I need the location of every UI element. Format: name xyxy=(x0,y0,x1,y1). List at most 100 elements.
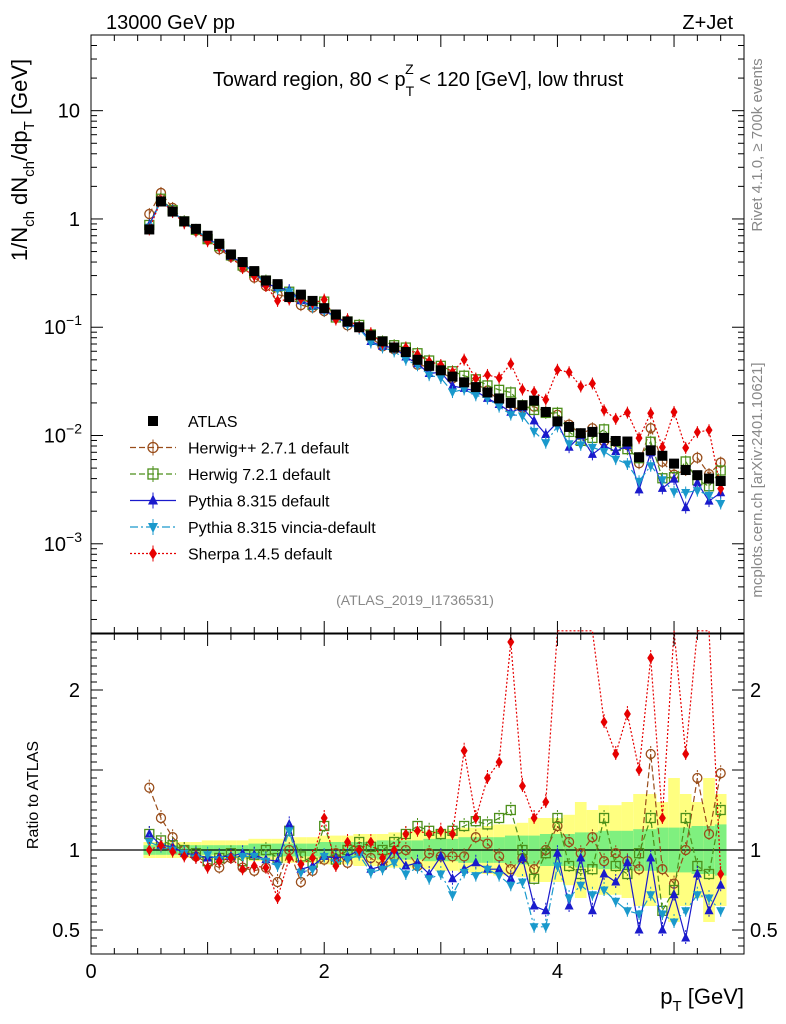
mc-point-ratio xyxy=(669,918,679,928)
mc-point-main xyxy=(622,460,632,470)
mc-point-ratio xyxy=(378,865,388,875)
mc-point-ratio xyxy=(633,864,645,875)
main-axis-ticks xyxy=(90,34,745,633)
ylabel-part-1: 1/N xyxy=(7,227,32,261)
mc-point-main xyxy=(401,356,411,366)
mc-point-ratio xyxy=(542,796,550,808)
mc-point-ratio xyxy=(680,844,691,856)
mc-point-ratio xyxy=(599,886,609,896)
y-tick-label: 10−3 xyxy=(44,529,82,556)
mc-point-ratio xyxy=(483,772,491,784)
ratio-tick-label-right: 1 xyxy=(750,840,761,862)
mc-point-ratio xyxy=(552,812,563,824)
mc-point-ratio xyxy=(622,857,632,867)
mc-point-main xyxy=(669,473,679,483)
y-tick-label: 10−1 xyxy=(44,312,82,339)
legend-label: Pythia 8.315 default xyxy=(188,494,330,511)
mc-point-ratio xyxy=(448,828,456,840)
mc-point-main xyxy=(645,423,656,434)
mc-point-main xyxy=(634,484,644,494)
mc-point-ratio xyxy=(390,844,398,856)
mc-point-ratio xyxy=(472,812,480,824)
x-axis-label: pT [GeV] xyxy=(660,984,744,1015)
mc-point-main xyxy=(424,371,434,381)
data-point xyxy=(575,428,586,439)
data-point xyxy=(167,206,178,217)
mc-point-ratio xyxy=(610,860,621,872)
mc-point-ratio xyxy=(414,825,421,837)
ylabel-part-3: /dp xyxy=(7,130,32,161)
mc-point-ratio xyxy=(646,852,656,862)
mc-point-ratio xyxy=(155,812,167,824)
y-tick-label: 10−2 xyxy=(44,421,82,448)
mc-point-ratio xyxy=(528,873,540,884)
mc-point-ratio xyxy=(669,889,679,899)
mc-point-ratio xyxy=(587,832,598,843)
mc-point-ratio xyxy=(215,855,223,867)
data-point xyxy=(284,292,295,303)
ratio-panel: 2 2 1 1 0.5 0.5 Ratio to ATLAS 0 2 4 pT [GeV] xyxy=(25,630,778,1015)
mc-point-ratio xyxy=(657,864,668,875)
title-sub: T xyxy=(406,83,415,99)
mc-point-ratio xyxy=(645,748,656,760)
mc-point-ratio xyxy=(715,804,726,816)
mc-point-ratio xyxy=(658,812,666,824)
mc-point-ratio xyxy=(507,636,515,648)
mc-point-ratio xyxy=(436,870,446,880)
mc-point-ratio xyxy=(273,855,283,865)
main-series xyxy=(144,186,726,514)
data-point xyxy=(295,289,306,300)
data-point xyxy=(144,224,155,235)
mc-point-main xyxy=(587,443,597,453)
mc-point-ratio xyxy=(529,923,539,933)
title-sup: Z xyxy=(405,61,414,77)
mc-point-ratio xyxy=(540,848,551,859)
mc-point-ratio xyxy=(238,852,248,862)
mc-point-main xyxy=(611,445,621,455)
mc-point-ratio xyxy=(682,748,690,760)
mc-point-ratio xyxy=(296,868,306,878)
legend-label: Pythia 8.315 vincia-default xyxy=(188,520,376,537)
ylabel-sub-3: T xyxy=(21,121,38,130)
data-point xyxy=(669,458,680,469)
mc-point-ratio xyxy=(541,923,551,933)
mc-point-ratio xyxy=(599,868,609,878)
mc-point-ratio xyxy=(611,876,621,886)
analysis-label: (ATLAS_2019_I1736531) xyxy=(336,592,494,608)
mc-point-main xyxy=(634,477,644,487)
mc-point-main xyxy=(460,354,468,366)
data-point xyxy=(342,316,353,327)
mc-point-main xyxy=(576,441,586,451)
mc-point-main xyxy=(542,394,550,406)
mc-point-ratio xyxy=(681,907,691,917)
mc-point-main xyxy=(623,407,631,419)
y-tick-label-base: 10 xyxy=(44,426,66,448)
data-point xyxy=(272,279,283,290)
mc-point-ratio xyxy=(401,860,411,870)
mc-point-main xyxy=(635,432,643,444)
mc-point-main xyxy=(599,447,609,457)
ratio-tick-label-right: 2 xyxy=(750,680,761,702)
mc-point-ratio xyxy=(681,932,691,942)
mc-point-ratio xyxy=(262,862,270,874)
mc-point-ratio xyxy=(249,852,259,862)
mc-point-ratio xyxy=(389,859,399,869)
mc-point-ratio xyxy=(564,894,574,904)
data-point xyxy=(319,303,330,314)
mc-point-ratio xyxy=(379,852,387,864)
mc-point-ratio xyxy=(645,812,656,824)
mc-point-ratio xyxy=(692,868,702,878)
mc-point-main xyxy=(704,491,714,501)
mc-point-main xyxy=(657,476,667,486)
ylabel-sub-2: ch xyxy=(21,161,38,177)
mc-point-ratio xyxy=(366,868,376,878)
mc-point-main xyxy=(505,387,516,398)
mc-point-ratio xyxy=(424,848,435,859)
mcplots-label: mcplots.cern.ch [arXiv:2401.10621] xyxy=(749,362,766,597)
mc-point-ratio xyxy=(424,875,434,885)
mc-point-ratio xyxy=(703,828,715,840)
mc-point-ratio xyxy=(493,812,505,824)
mc-point-ratio xyxy=(400,844,411,856)
